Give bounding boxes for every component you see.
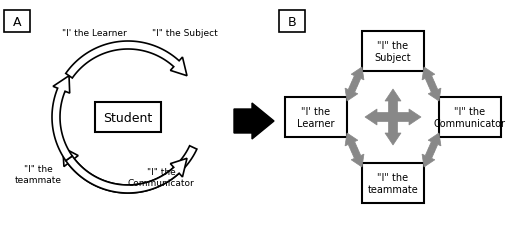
Text: "I" the
teammate: "I" the teammate: [15, 165, 62, 184]
Polygon shape: [428, 134, 441, 152]
FancyBboxPatch shape: [4, 11, 30, 33]
Polygon shape: [428, 83, 441, 101]
Polygon shape: [351, 149, 364, 167]
Text: "I" the
teammate: "I" the teammate: [367, 172, 418, 194]
FancyBboxPatch shape: [439, 98, 501, 137]
Text: "I" the
Communicator: "I" the Communicator: [128, 168, 195, 187]
Polygon shape: [422, 149, 435, 167]
Text: "I" the
Subject: "I" the Subject: [375, 41, 411, 63]
Polygon shape: [365, 109, 393, 125]
Polygon shape: [385, 90, 401, 117]
Text: A: A: [13, 15, 21, 28]
Polygon shape: [234, 104, 274, 139]
Polygon shape: [351, 68, 364, 86]
Polygon shape: [385, 117, 401, 145]
Polygon shape: [66, 42, 187, 79]
FancyBboxPatch shape: [362, 32, 424, 72]
FancyBboxPatch shape: [95, 103, 161, 132]
Polygon shape: [422, 68, 435, 86]
Text: "I' the
Learner: "I' the Learner: [297, 107, 335, 128]
FancyBboxPatch shape: [362, 163, 424, 203]
Polygon shape: [345, 83, 358, 101]
Polygon shape: [63, 146, 197, 193]
Polygon shape: [393, 109, 421, 125]
Polygon shape: [52, 76, 72, 161]
Polygon shape: [66, 156, 187, 193]
Text: "I' the Learner: "I' the Learner: [62, 28, 127, 37]
FancyBboxPatch shape: [285, 98, 347, 137]
Text: Student: Student: [103, 111, 153, 124]
Text: "I" the
Communicator: "I" the Communicator: [434, 107, 506, 128]
Text: B: B: [288, 15, 296, 28]
FancyBboxPatch shape: [279, 11, 305, 33]
Polygon shape: [345, 134, 358, 152]
Text: "I" the Subject: "I" the Subject: [152, 28, 218, 37]
